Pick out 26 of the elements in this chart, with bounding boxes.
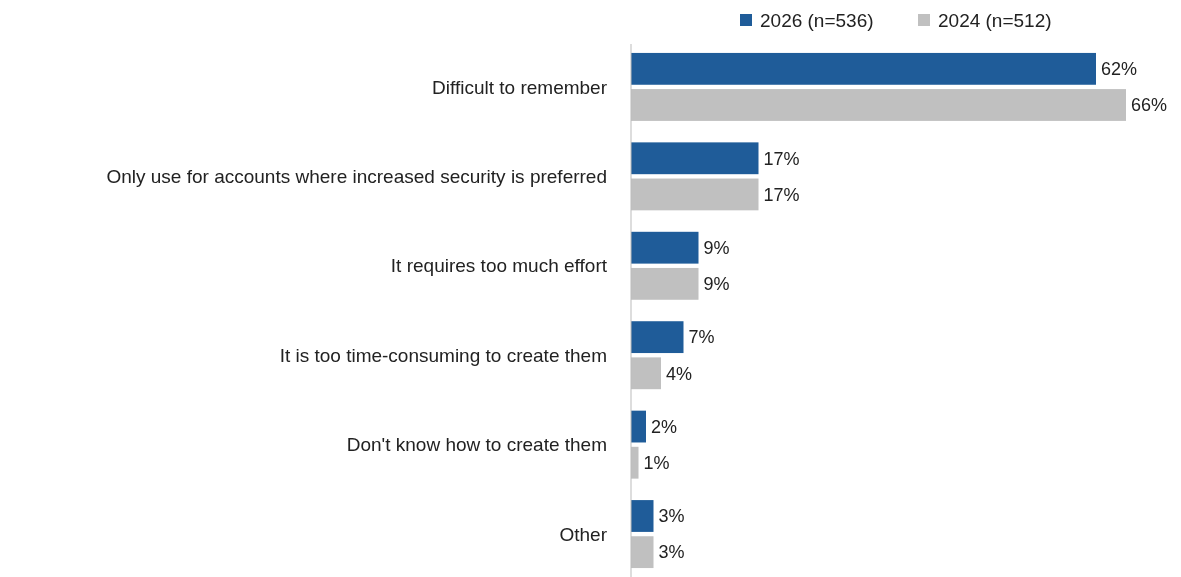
y-tick-label: It is too time-consuming to create them bbox=[279, 344, 607, 366]
data-label: 3% bbox=[658, 542, 685, 563]
bar bbox=[631, 231, 699, 264]
y-tick-label: Don't know how to create them bbox=[346, 434, 607, 456]
legend-label: 2024 (n=512) bbox=[938, 9, 1052, 31]
data-label: 17% bbox=[763, 184, 800, 205]
bar bbox=[631, 52, 1096, 85]
data-label: 66% bbox=[1131, 95, 1168, 116]
data-label: 7% bbox=[688, 327, 715, 348]
legend-label: 2026 (n=536) bbox=[760, 9, 874, 31]
bar bbox=[631, 142, 759, 175]
y-tick-label: It requires too much effort bbox=[390, 255, 608, 277]
bar bbox=[631, 321, 684, 354]
data-label: 4% bbox=[666, 363, 693, 384]
bar bbox=[631, 410, 646, 443]
y-tick-label: Other bbox=[559, 523, 608, 545]
data-label: 9% bbox=[703, 274, 730, 295]
data-label: 2% bbox=[651, 416, 678, 437]
data-label: 1% bbox=[643, 453, 670, 474]
data-label: 3% bbox=[658, 506, 685, 527]
bar bbox=[631, 500, 654, 532]
data-label: 17% bbox=[763, 148, 800, 169]
y-tick-label: Only use for accounts where increased security is preferred bbox=[106, 166, 607, 188]
data-label: 9% bbox=[703, 238, 730, 259]
data-label: 62% bbox=[1101, 59, 1138, 80]
y-tick-label: Difficult to remember bbox=[432, 76, 608, 98]
